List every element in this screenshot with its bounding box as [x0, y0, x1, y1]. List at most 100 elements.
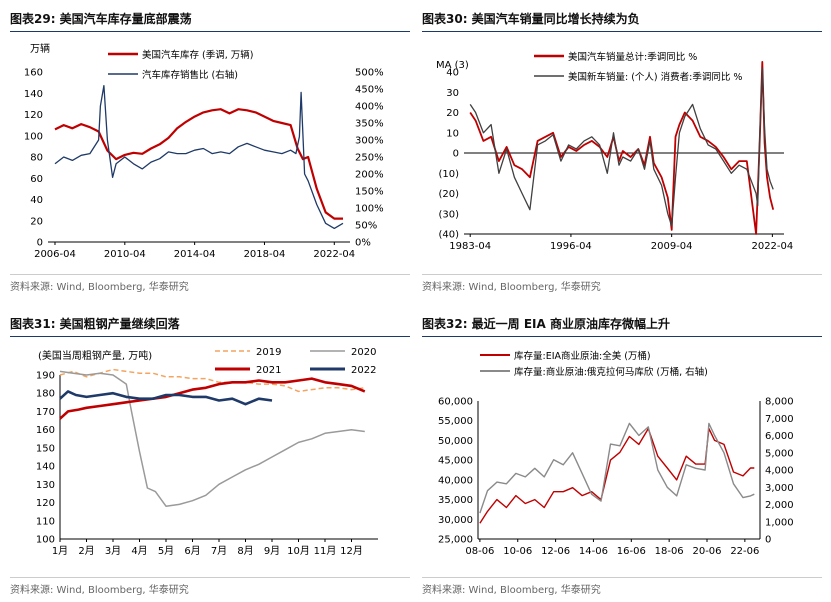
y2-tick-label: 450% — [355, 85, 384, 96]
y2-tick-label: 350% — [355, 119, 384, 130]
chart-30-panel: 图表30: 美国汽车销量同比增长持续为负 MA (3) 美国汽车销量总计:季调同… — [422, 10, 822, 293]
y-tick-label: 50,000 — [438, 436, 473, 447]
y-tick-label: 35,000 — [438, 495, 473, 506]
chart-30: MA (3) 美国汽车销量总计:季调同比 % 美国新车销量: (个人) 消费者:… — [436, 51, 793, 252]
legend-label-2022: 2022 — [351, 365, 376, 376]
y-tick-label: 60 — [30, 174, 43, 185]
legend-label-inventory: 美国汽车库存 (季调, 万辆) — [142, 49, 253, 61]
y2-tick-label: 100% — [355, 204, 384, 215]
legend-label-total: 美国汽车销量总计:季调同比 % — [568, 51, 697, 63]
title-rule — [422, 336, 822, 337]
legend-label-2021: 2021 — [256, 365, 281, 376]
x-tick-label: 08-06 — [465, 546, 494, 557]
y2-tick-label: 7,000 — [765, 414, 794, 425]
legend: 库存量:EIA商业原油:全美 (万桶) 库存量:商业原油:俄克拉何马库欣 (万桶… — [480, 350, 708, 378]
unit-label: (美国当周粗钢产量, 万吨) — [38, 349, 152, 362]
chart-31: (美国当周粗钢产量, 万吨) 2019 2020 2021 2022 100 11… — [36, 347, 378, 557]
x-tick-label: 22-06 — [730, 546, 759, 557]
series-line-2 — [59, 377, 366, 420]
chart-29-source: 资料来源: Wind, Bloomberg, 华泰研究 — [10, 282, 189, 293]
chart-29-title: 图表29: 美国汽车库存量底部震荡 — [10, 12, 192, 26]
y2-tick-label: 0 — [765, 535, 771, 546]
series-line-0 — [479, 427, 755, 524]
x-tick-label: 8月 — [237, 545, 253, 557]
unit-label: 万辆 — [30, 42, 50, 55]
y-tick-label: 150 — [36, 443, 55, 454]
x-tick-label: 2010-04 — [104, 249, 146, 260]
y-tick-label: (30) — [438, 209, 459, 220]
y-tick-label: 110 — [36, 516, 55, 527]
y-tick-label: 160 — [36, 425, 55, 436]
x-tick-label: 16-06 — [617, 546, 646, 557]
y-tick-label: 55,000 — [438, 416, 473, 427]
x-tick-label: 6月 — [184, 545, 200, 557]
x-tick-label: 11月 — [314, 545, 337, 557]
x-tick-label: 10月 — [287, 545, 310, 557]
y-tick-label: 30,000 — [438, 515, 473, 526]
y-tick-label: 25,000 — [438, 535, 473, 546]
x-tick-label: 2022-04 — [751, 241, 793, 252]
x-tick-label: 18-06 — [655, 546, 684, 557]
legend-label-2019: 2019 — [256, 347, 281, 358]
y2-tick-label: 2,000 — [765, 500, 794, 511]
chart-29-panel: 图表29: 美国汽车库存量底部震荡 万辆 美国汽车库存 (季调, 万辆) 汽车库… — [10, 10, 410, 293]
x-tick-label: 2009-04 — [651, 241, 693, 252]
source-rule — [422, 274, 822, 275]
y-tick-label: 60,000 — [438, 397, 473, 408]
y-tick-label: 10 — [446, 128, 459, 139]
x-tick-label: 7月 — [211, 545, 227, 557]
y2-tick-label: 6,000 — [765, 431, 794, 442]
y-tick-label: 100 — [36, 535, 55, 546]
y-tick-label: 160 — [24, 68, 43, 79]
y-tick-label: 180 — [36, 389, 55, 400]
x-tick-label: 5月 — [158, 545, 174, 557]
x-tick-label: 3月 — [105, 545, 121, 557]
title-rule — [10, 31, 410, 32]
y-tick-label: 140 — [36, 462, 55, 473]
y-tick-label: 20 — [30, 216, 43, 227]
series-line-1 — [479, 422, 755, 514]
legend-label-us: 库存量:EIA商业原油:全美 (万桶) — [514, 350, 651, 362]
series-line-1 — [54, 84, 344, 230]
chart-31-title: 图表31: 美国粗钢产量继续回落 — [10, 317, 180, 331]
y2-tick-label: 0% — [355, 238, 371, 249]
chart-31-panel: 图表31: 美国粗钢产量继续回落 (美国当周粗钢产量, 万吨) 2019 202… — [10, 315, 410, 597]
y-tick-label: 140 — [24, 89, 43, 100]
x-tick-label: 2022-04 — [313, 249, 355, 260]
x-tick-label: 2018-04 — [244, 249, 286, 260]
y-tick-label: 120 — [24, 110, 43, 121]
y2-tick-label: 500% — [355, 68, 384, 79]
y-tick-label: 40,000 — [438, 475, 473, 486]
x-tick-label: 10-06 — [503, 546, 532, 557]
y-tick-label: 20 — [446, 108, 459, 119]
y2-tick-label: 4,000 — [765, 466, 794, 477]
y-tick-label: 0 — [37, 238, 43, 249]
legend-label-consumer: 美国新车销量: (个人) 消费者:季调同比 % — [568, 71, 742, 83]
x-tick-label: 1996-04 — [550, 241, 592, 252]
series-line-0 — [469, 60, 775, 235]
chart-29: 万辆 美国汽车库存 (季调, 万辆) 汽车库存销售比 (右轴) 0 20 40 60 8… — [24, 42, 384, 260]
chart-32-title: 图表32: 最近一周 EIA 商业原油库存微幅上升 — [422, 317, 670, 331]
y2-tick-label: 50% — [355, 221, 377, 232]
chart-30-title: 图表30: 美国汽车销量同比增长持续为负 — [422, 12, 640, 26]
x-tick-label: 20-06 — [692, 546, 721, 557]
series-line-0 — [59, 368, 365, 393]
x-tick-label: 12月 — [340, 545, 363, 557]
legend-label-2020: 2020 — [351, 347, 376, 358]
y-tick-label: 190 — [36, 371, 55, 382]
chart-32-source: 资料来源: Wind, Bloomberg, 华泰研究 — [422, 585, 601, 596]
x-tick-label: 2006-04 — [34, 249, 76, 260]
series-line-3 — [59, 390, 273, 406]
y2-tick-label: 150% — [355, 187, 384, 198]
unit-label: MA (3) — [436, 60, 469, 71]
y2-tick-label: 3,000 — [765, 483, 794, 494]
y-tick-label: 40 — [30, 195, 43, 206]
y-tick-label: 100 — [24, 131, 43, 142]
x-tick-label: 12-06 — [541, 546, 570, 557]
x-tick-label: 14-06 — [579, 546, 608, 557]
y-tick-label: 120 — [36, 498, 55, 509]
y-tick-label: (10) — [438, 169, 459, 180]
y-tick-label: 0 — [453, 149, 459, 160]
y2-tick-label: 300% — [355, 136, 384, 147]
legend-label-cushing: 库存量:商业原油:俄克拉何马库欣 (万桶, 右轴) — [514, 366, 708, 378]
